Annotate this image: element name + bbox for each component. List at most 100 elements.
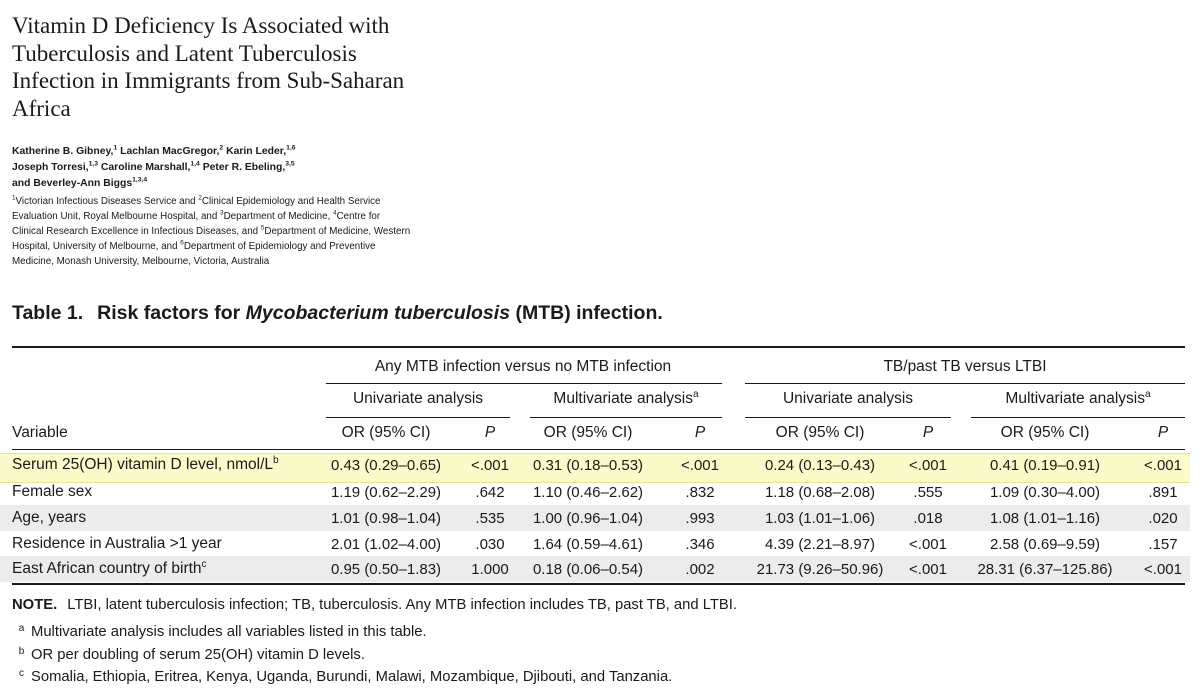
or-ci-cell: 1.03 (1.01–1.06) xyxy=(764,510,876,527)
p-value-header: P xyxy=(485,424,495,442)
note-text: LTBI, latent tuberculosis infection; TB,… xyxy=(67,597,737,613)
author-list: Katherine B. Gibney,1 Lachlan MacGregor,… xyxy=(12,144,412,192)
note-text: Somalia, Ethiopia, Eritrea, Kenya, Ugand… xyxy=(31,669,673,685)
p-value-cell: <.001 xyxy=(909,561,947,578)
row-label-text: East African country of birth xyxy=(12,560,202,577)
variable-header: Variable xyxy=(12,424,68,441)
note-line: NOTE. LTBI, latent tuberculosis infection… xyxy=(12,597,737,613)
group-rule-tb-vs-ltbi xyxy=(745,383,1185,384)
sub-header: Multivariate analysisa xyxy=(553,388,699,408)
row-label: Serum 25(OH) vitamin D level, nmol/Lb xyxy=(12,454,279,474)
caption-text-pre: Risk factors for xyxy=(97,302,246,324)
or-ci-cell: 0.24 (0.13–0.43) xyxy=(764,457,876,474)
row-label-text: Residence in Australia >1 year xyxy=(12,535,222,552)
affiliation-text: Department of Medicine, xyxy=(223,211,334,222)
p-value-cell: .020 xyxy=(1148,510,1178,527)
sub-rule-4 xyxy=(971,417,1185,418)
table-number: Table 1. xyxy=(12,302,84,324)
or-ci-cell: 1.19 (0.62–2.29) xyxy=(330,484,442,501)
author-affil-mark: 1 xyxy=(113,144,118,152)
p-value-cell: .535 xyxy=(475,510,505,527)
or-ci-cell: 0.41 (0.19–0.91) xyxy=(989,457,1101,474)
row-label: Female sex xyxy=(12,483,92,501)
header-bottom-rule xyxy=(12,449,1185,450)
sub-header-text: Univariate analysis xyxy=(352,390,484,407)
p-symbol: P xyxy=(1157,424,1169,441)
author-name: Caroline Marshall, xyxy=(100,162,191,173)
p-symbol: P xyxy=(922,424,934,441)
sub-rule-1 xyxy=(326,417,510,418)
row-label: Residence in Australia >1 year xyxy=(12,535,222,553)
note-line: c Somalia, Ethiopia, Eritrea, Kenya, Ugan… xyxy=(12,668,672,685)
p-value-cell: .157 xyxy=(1148,536,1178,553)
or-ci-cell: 1.10 (0.46–2.62) xyxy=(532,484,644,501)
author-affil-mark: 1,3,4 xyxy=(132,176,148,184)
note-text: Multivariate analysis includes all varia… xyxy=(31,624,427,640)
p-value-cell: 1.000 xyxy=(471,561,509,578)
p-value-cell: <.001 xyxy=(909,536,947,553)
or-ci-header: OR (95% CI) xyxy=(775,424,865,441)
affiliation-text: Centre for Clinical Research Excellence … xyxy=(12,211,381,237)
or-ci-cell: 1.64 (0.59–4.61) xyxy=(532,536,644,553)
sub-header-text: Multivariate analysis xyxy=(553,390,693,407)
p-value-header: P xyxy=(923,424,933,442)
paper-title: Vitamin D Deficiency Is Associated with … xyxy=(12,13,405,121)
or-ci-cell: 21.73 (9.26–50.96) xyxy=(756,561,884,578)
row-label-text: Female sex xyxy=(12,483,93,500)
footnote-mark: a xyxy=(692,388,699,400)
affiliation-list: 1Victorian Infectious Diseases Service a… xyxy=(12,194,412,269)
affiliation-mark: 3 xyxy=(220,209,224,217)
or-ci-cell: 0.95 (0.50–1.83) xyxy=(330,561,442,578)
note-heading: NOTE. xyxy=(12,597,58,613)
author-affil-mark: 1,3 xyxy=(88,160,98,168)
p-value-cell: .832 xyxy=(685,484,715,501)
affiliation-mark: 4 xyxy=(333,209,337,217)
or-ci-header: OR (95% CI) xyxy=(543,424,633,441)
p-value-cell: <.001 xyxy=(1144,457,1182,474)
p-value-cell: <.001 xyxy=(1144,561,1182,578)
caption-organism: Mycobacterium tuberculosis xyxy=(245,302,511,324)
footnote-mark: b xyxy=(18,646,25,657)
author-name: and Beverley-Ann Biggs xyxy=(12,178,133,189)
row-stripe xyxy=(0,505,1190,531)
caption-text-post: (MTB) infection. xyxy=(510,302,663,324)
row-stripe xyxy=(0,556,1190,582)
affiliation-text: Department of Medicine, Western Hospital… xyxy=(12,226,411,252)
row-label-text: Age, years xyxy=(12,509,87,526)
author-affil-mark: 1,6 xyxy=(286,144,296,152)
affiliation-mark: 1 xyxy=(12,194,16,202)
p-value-cell: <.001 xyxy=(909,457,947,474)
sub-header: Univariate analysis xyxy=(783,390,913,408)
affiliation-text: Victorian Infectious Diseases Service an… xyxy=(15,196,199,207)
row-highlight xyxy=(0,453,1190,483)
or-ci-cell: 28.31 (6.37–125.86) xyxy=(977,561,1113,578)
group-header-any-mtb: Any MTB infection versus no MTB infectio… xyxy=(374,358,672,375)
p-value-cell: <.001 xyxy=(681,457,719,474)
p-value-cell: .993 xyxy=(685,510,715,527)
p-value-cell: .018 xyxy=(913,510,943,527)
p-value-cell: .030 xyxy=(475,536,505,553)
note-text: OR per doubling of serum 25(OH) vitamin … xyxy=(31,647,365,663)
or-ci-cell: 2.58 (0.69–9.59) xyxy=(989,536,1101,553)
or-ci-header: OR (95% CI) xyxy=(341,424,431,441)
or-ci-cell: 0.31 (0.18–0.53) xyxy=(532,457,644,474)
table-bottom-rule xyxy=(12,583,1185,585)
footnote-mark: b xyxy=(273,454,279,466)
row-label: East African country of birthc xyxy=(12,559,207,578)
author-name: Joseph Torresi, xyxy=(12,162,89,173)
p-value-cell: .555 xyxy=(913,484,943,501)
author-affil-mark: 3,5 xyxy=(285,160,295,168)
affiliation-text: Department of Epidemiology and Preventiv… xyxy=(12,241,376,267)
author-name: Katherine B. Gibney, xyxy=(12,146,114,157)
p-value-cell: .891 xyxy=(1148,484,1178,501)
footnote-mark: a xyxy=(1144,388,1151,400)
group-header-tb-vs-ltbi: TB/past TB versus LTBI xyxy=(883,358,1047,375)
p-symbol: P xyxy=(484,424,496,441)
footnote-mark: a xyxy=(18,623,25,634)
p-value-cell: .002 xyxy=(685,561,715,578)
or-ci-cell: 1.01 (0.98–1.04) xyxy=(330,510,442,527)
affiliation-mark: 5 xyxy=(260,224,265,232)
or-ci-cell: 1.00 (0.96–1.04) xyxy=(532,510,644,527)
sub-header-text: Univariate analysis xyxy=(782,390,914,407)
p-value-cell: <.001 xyxy=(471,457,509,474)
